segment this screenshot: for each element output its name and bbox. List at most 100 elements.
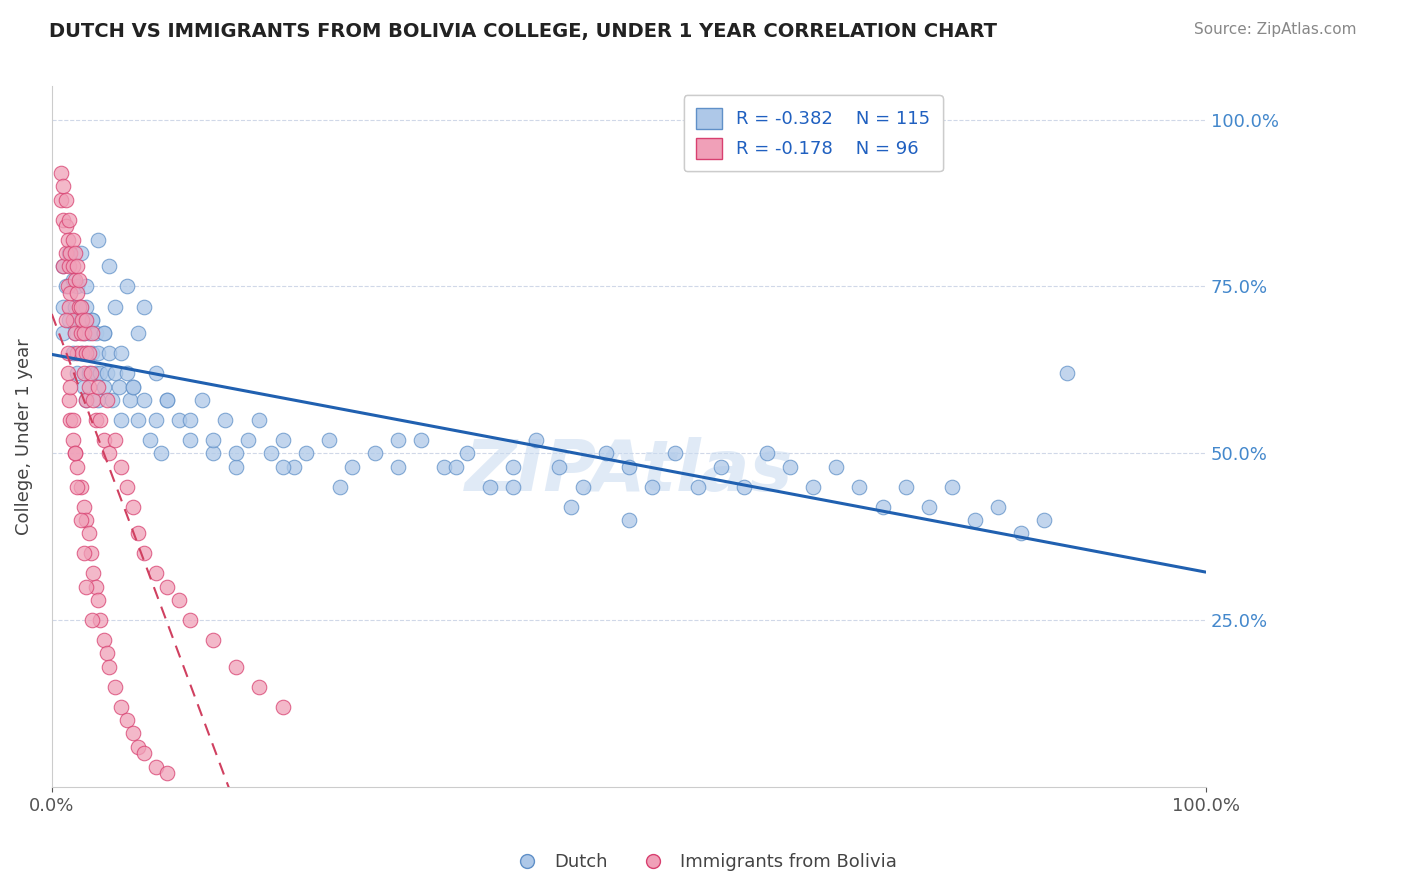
Point — [75, 279, 97, 293]
Point — [58, 212, 80, 227]
Point — [66, 366, 89, 380]
Point — [801, 480, 824, 494]
Point — [55, 193, 77, 207]
Point — [62, 313, 84, 327]
Point — [340, 459, 363, 474]
Point — [941, 480, 963, 494]
Point — [249, 413, 271, 427]
Point — [93, 433, 115, 447]
Point — [82, 613, 104, 627]
Point — [52, 326, 75, 341]
Point — [115, 279, 138, 293]
Point — [62, 433, 84, 447]
Point — [52, 179, 75, 194]
Point — [150, 446, 173, 460]
Point — [156, 766, 179, 780]
Point — [145, 413, 167, 427]
Point — [55, 279, 77, 293]
Point — [571, 480, 593, 494]
Point — [595, 446, 617, 460]
Point — [66, 459, 89, 474]
Point — [96, 647, 118, 661]
Point — [80, 366, 103, 380]
Point — [548, 459, 571, 474]
Point — [872, 500, 894, 514]
Point — [87, 593, 110, 607]
Point — [249, 680, 271, 694]
Point — [115, 480, 138, 494]
Point — [89, 613, 111, 627]
Point — [96, 366, 118, 380]
Point — [52, 260, 75, 274]
Point — [89, 366, 111, 380]
Point — [156, 392, 179, 407]
Point — [69, 246, 91, 260]
Point — [100, 392, 122, 407]
Point — [58, 392, 80, 407]
Point — [98, 260, 121, 274]
Point — [84, 580, 107, 594]
Point — [190, 392, 212, 407]
Point — [93, 633, 115, 648]
Point — [121, 379, 143, 393]
Legend: R = -0.382    N = 115, R = -0.178    N = 96: R = -0.382 N = 115, R = -0.178 N = 96 — [683, 95, 943, 171]
Point — [62, 273, 84, 287]
Point — [364, 446, 387, 460]
Point — [66, 286, 89, 301]
Point — [214, 413, 236, 427]
Point — [82, 346, 104, 360]
Point — [1056, 366, 1078, 380]
Point — [82, 392, 104, 407]
Point — [62, 233, 84, 247]
Point — [93, 379, 115, 393]
Point — [66, 346, 89, 360]
Point — [104, 300, 127, 314]
Point — [77, 366, 100, 380]
Point — [202, 446, 225, 460]
Point — [98, 446, 121, 460]
Point — [456, 446, 478, 460]
Point — [87, 346, 110, 360]
Point — [387, 433, 409, 447]
Point — [87, 392, 110, 407]
Point — [77, 379, 100, 393]
Point — [63, 446, 86, 460]
Point — [69, 513, 91, 527]
Point — [58, 300, 80, 314]
Point — [63, 326, 86, 341]
Point — [167, 413, 190, 427]
Point — [87, 233, 110, 247]
Point — [63, 326, 86, 341]
Point — [318, 433, 340, 447]
Point — [329, 480, 352, 494]
Point — [127, 326, 149, 341]
Point — [69, 300, 91, 314]
Point — [49, 193, 72, 207]
Point — [617, 513, 640, 527]
Point — [63, 273, 86, 287]
Point — [63, 246, 86, 260]
Point — [69, 300, 91, 314]
Point — [55, 246, 77, 260]
Point — [77, 326, 100, 341]
Point — [59, 286, 82, 301]
Point — [127, 739, 149, 754]
Point — [73, 379, 96, 393]
Point — [84, 366, 107, 380]
Point — [918, 500, 941, 514]
Point — [75, 300, 97, 314]
Point — [80, 546, 103, 560]
Point — [156, 580, 179, 594]
Point — [56, 279, 79, 293]
Point — [58, 313, 80, 327]
Point — [104, 680, 127, 694]
Point — [560, 500, 582, 514]
Point — [145, 566, 167, 581]
Text: Source: ZipAtlas.com: Source: ZipAtlas.com — [1194, 22, 1357, 37]
Point — [179, 433, 201, 447]
Point — [145, 760, 167, 774]
Point — [66, 279, 89, 293]
Point — [52, 212, 75, 227]
Point — [502, 459, 524, 474]
Point — [779, 459, 801, 474]
